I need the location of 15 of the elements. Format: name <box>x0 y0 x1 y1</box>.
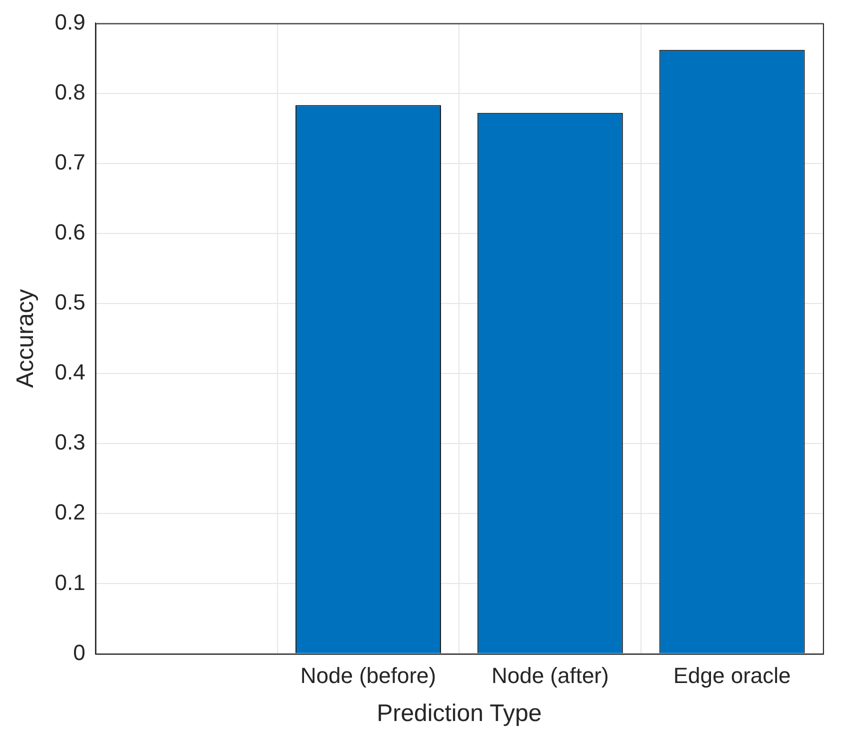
x-axis-title: Prediction Type <box>376 700 542 728</box>
y-axis-title: Accuracy <box>12 289 40 388</box>
x-tick-label: Node (after) <box>491 663 609 688</box>
y-tick-label: 0.9 <box>54 9 86 34</box>
y-tick-label: 0.3 <box>54 430 86 455</box>
x-tick-label: Edge oracle <box>673 663 791 688</box>
y-tick-label: 0.5 <box>54 290 86 315</box>
y-tick-label: 0.6 <box>54 219 86 244</box>
y-tick-label: 0 <box>73 640 86 665</box>
y-tick-label: 0.8 <box>54 79 86 104</box>
y-tick-label: 0.4 <box>54 360 86 385</box>
y-tick-label: 0.2 <box>54 500 86 525</box>
y-tick-label: 0.1 <box>54 570 86 595</box>
y-tick-label: 0.7 <box>54 149 86 174</box>
x-tick-label: Node (before) <box>300 663 436 688</box>
